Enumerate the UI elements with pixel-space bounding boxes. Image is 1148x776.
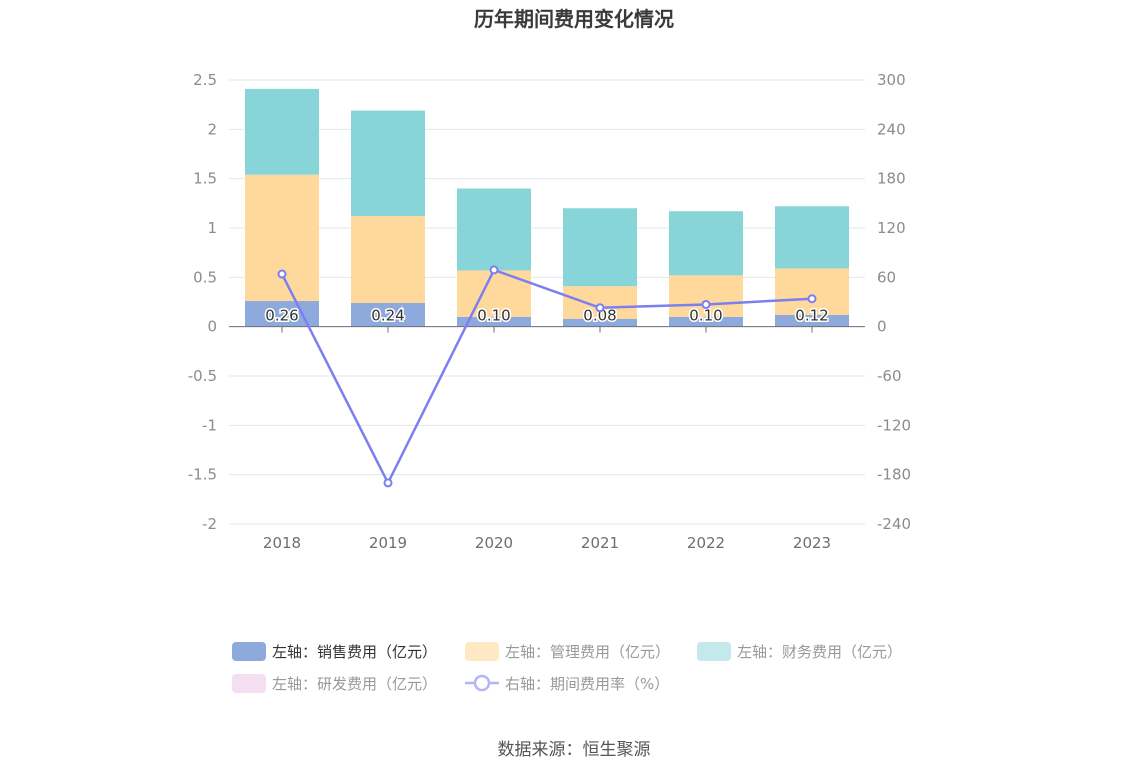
bar-series bbox=[245, 88, 849, 327]
right-tick-label: 0 bbox=[877, 318, 887, 336]
legend: 左轴：销售费用（亿元） 左轴：管理费用（亿元） 左轴：财务费用（亿元） 左轴：研发费用… bbox=[232, 642, 902, 693]
right-tick-label: -120 bbox=[877, 416, 911, 434]
left-tick-label: 0.5 bbox=[193, 268, 217, 286]
left-tick-label: 1 bbox=[207, 219, 217, 237]
bar-segment bbox=[245, 88, 319, 175]
legend-swatch bbox=[697, 642, 731, 661]
x-tick-label: 2023 bbox=[793, 534, 831, 552]
x-tick-label: 2020 bbox=[475, 534, 513, 552]
bar-data-label: 0.10 bbox=[689, 307, 722, 325]
legend-swatch bbox=[232, 642, 266, 661]
ratio-point bbox=[595, 303, 605, 313]
bar-data-label: 0.10 bbox=[477, 307, 510, 325]
bar-data-label: 0.12 bbox=[795, 307, 828, 325]
right-axis-ticks: 300 240 180 120 60 0 -60 -120 -180 -240 bbox=[877, 71, 911, 533]
x-axis-ticks: 2018 2019 2020 2021 2022 2023 bbox=[263, 534, 831, 552]
ratio-point bbox=[277, 269, 287, 279]
bar-segment bbox=[775, 268, 849, 315]
bar-segment bbox=[351, 302, 425, 327]
legend-label: 左轴：研发费用（亿元） bbox=[272, 675, 437, 693]
bar-segment bbox=[775, 314, 849, 327]
right-tick-label: 180 bbox=[877, 170, 906, 188]
x-axis bbox=[229, 326, 865, 333]
left-tick-label: 2.5 bbox=[193, 71, 217, 89]
bar-data-label: 0.08 bbox=[583, 307, 616, 325]
bar-segment bbox=[669, 316, 743, 327]
legend-label: 左轴：管理费用（亿元） bbox=[505, 643, 670, 661]
bar-data-label: 0.24 bbox=[371, 307, 404, 325]
right-tick-label: -60 bbox=[877, 367, 902, 385]
left-tick-label: -0.5 bbox=[188, 367, 217, 385]
right-tick-label: 120 bbox=[877, 219, 906, 237]
legend-line-marker bbox=[473, 674, 491, 692]
right-tick-label: 60 bbox=[877, 268, 896, 286]
bar-segment bbox=[775, 206, 849, 269]
bar-segment bbox=[351, 216, 425, 303]
legend-label: 左轴：销售费用（亿元） bbox=[272, 643, 437, 661]
ratio-line-series bbox=[277, 265, 817, 488]
left-tick-label: -1 bbox=[202, 416, 217, 434]
left-tick-label: -1.5 bbox=[188, 466, 217, 484]
chart-title: 历年期间费用变化情况 bbox=[474, 7, 674, 31]
right-tick-label: -180 bbox=[877, 466, 911, 484]
x-tick-label: 2021 bbox=[581, 534, 619, 552]
data-source-note: 数据来源：恒生聚源 bbox=[498, 740, 651, 760]
ratio-point bbox=[489, 265, 499, 275]
right-tick-label: 300 bbox=[877, 71, 906, 89]
bar-segment bbox=[563, 208, 637, 287]
left-axis-ticks: 2.5 2 1.5 1 0.5 0 -0.5 -1 -1.5 -2 bbox=[188, 71, 217, 533]
right-tick-label: 240 bbox=[877, 120, 906, 138]
left-tick-label: -2 bbox=[202, 515, 217, 533]
bar-segment bbox=[457, 188, 531, 271]
bar-data-label: 0.26 bbox=[265, 307, 298, 325]
right-tick-label: -240 bbox=[877, 515, 911, 533]
bar-segment bbox=[457, 316, 531, 327]
bar-segment bbox=[563, 286, 637, 319]
legend-swatch bbox=[465, 642, 499, 661]
x-tick-label: 2019 bbox=[369, 534, 407, 552]
ratio-point bbox=[383, 478, 393, 488]
left-tick-label: 1.5 bbox=[193, 170, 217, 188]
bar-segment bbox=[669, 275, 743, 317]
bar-segment bbox=[669, 211, 743, 276]
x-tick-label: 2022 bbox=[687, 534, 725, 552]
legend-swatch bbox=[232, 674, 266, 693]
left-tick-label: 0 bbox=[207, 318, 217, 336]
ratio-line bbox=[280, 268, 813, 486]
left-tick-label: 2 bbox=[207, 120, 217, 138]
ratio-point bbox=[807, 294, 817, 304]
bar-data-labels: 0.26 0.24 0.10 0.08 0.10 0.12 bbox=[264, 305, 830, 326]
bar-segment bbox=[563, 318, 637, 327]
legend-label: 左轴：财务费用（亿元） bbox=[737, 643, 902, 661]
bar-segment bbox=[351, 110, 425, 217]
ratio-point bbox=[701, 299, 711, 309]
bar-segment bbox=[245, 174, 319, 302]
legend-label: 右轴：期间费用率（%） bbox=[505, 675, 669, 693]
x-tick-label: 2018 bbox=[263, 534, 301, 552]
